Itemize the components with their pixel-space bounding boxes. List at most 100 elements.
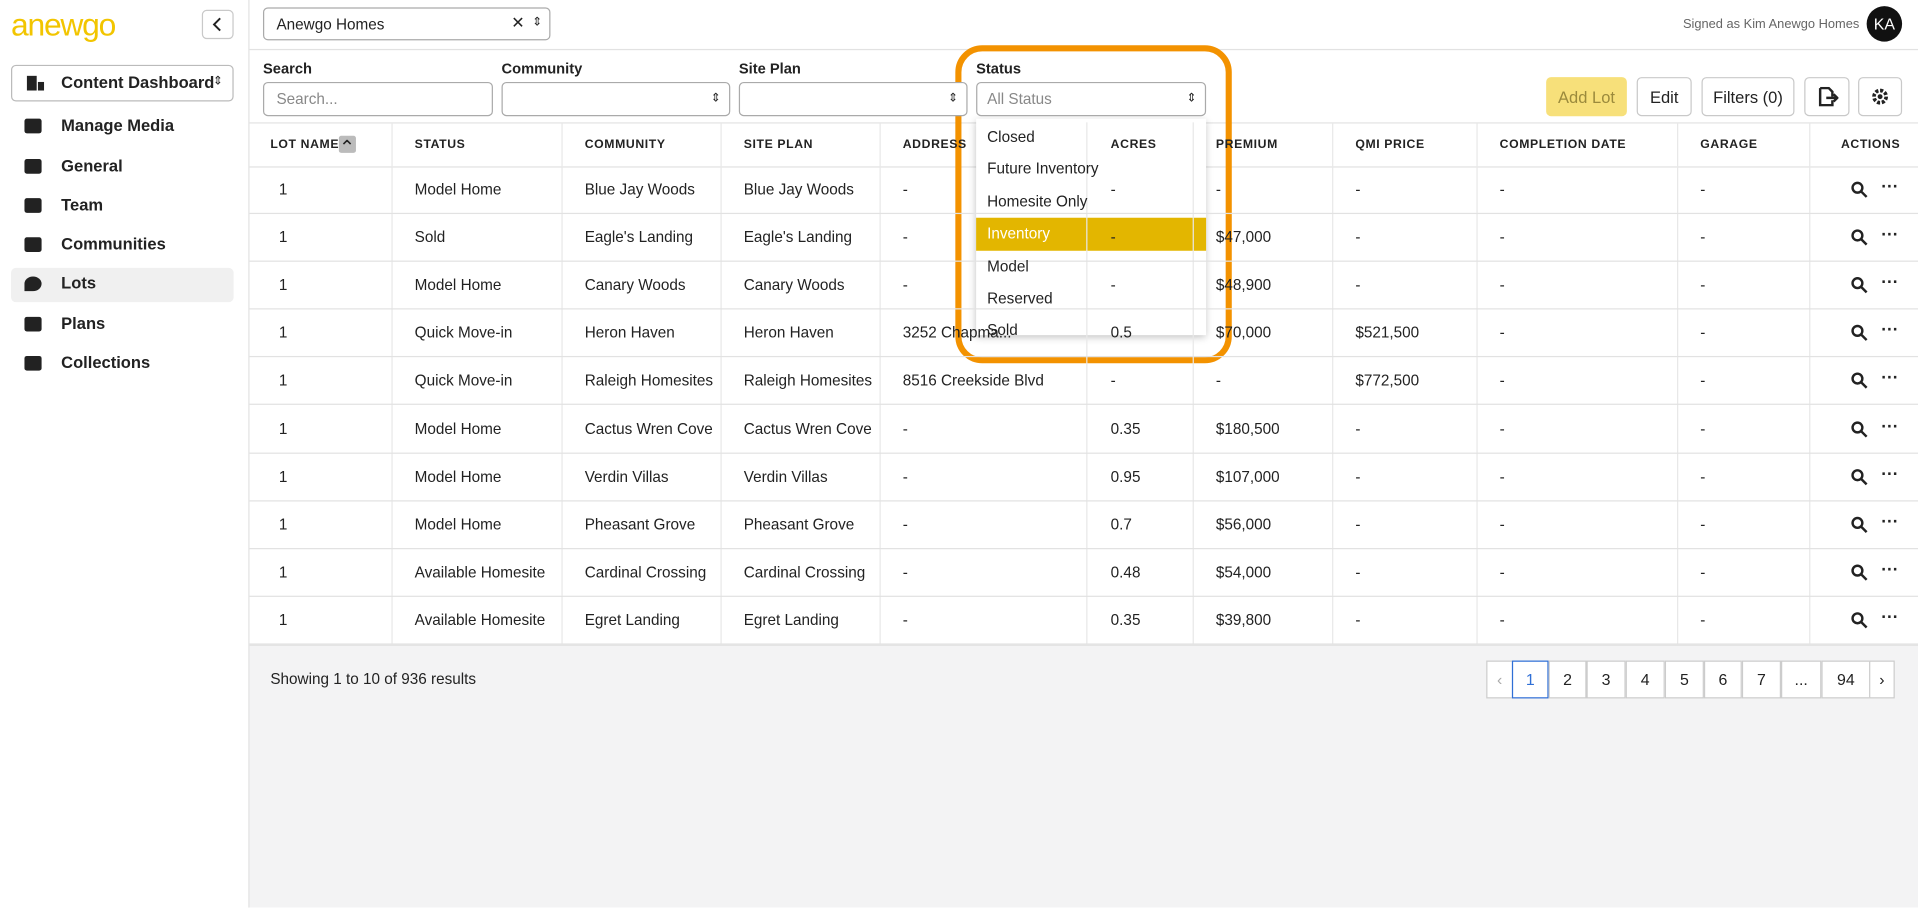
page-button[interactable]: 3 <box>1586 660 1626 699</box>
filter-input[interactable] <box>738 81 968 117</box>
cell: - <box>1355 276 1361 294</box>
button[interactable]: Add Lot <box>1546 77 1627 117</box>
cell: 1 <box>278 563 288 581</box>
sort-button[interactable]: ⌃ <box>338 135 356 159</box>
cell: - <box>1499 611 1505 629</box>
cell: - <box>1355 611 1361 629</box>
dashboard-select[interactable] <box>11 64 234 102</box>
cell: 1 <box>278 372 288 390</box>
view-action[interactable] <box>1851 468 1868 485</box>
more-action[interactable]: ··· <box>1881 558 1899 579</box>
cell: - <box>1700 324 1706 342</box>
status-option[interactable]: Model <box>987 257 1029 275</box>
search-icon <box>1851 468 1868 485</box>
cell: - <box>1355 181 1361 199</box>
collapse-button[interactable] <box>201 9 234 40</box>
cell: - <box>1355 467 1361 486</box>
page-button[interactable]: 4 <box>1625 660 1665 699</box>
view-action[interactable] <box>1851 564 1868 581</box>
view-action[interactable] <box>1851 516 1868 533</box>
export-button[interactable] <box>1804 77 1850 117</box>
cell: - <box>1355 515 1361 533</box>
cell: - <box>1499 563 1505 581</box>
page-button[interactable]: 7 <box>1741 660 1782 699</box>
column-header: SITE PLAN <box>743 138 814 152</box>
more-action[interactable]: ··· <box>1881 367 1899 388</box>
page-button[interactable]: 5 <box>1664 660 1704 699</box>
cell: Cactus Wren Cove <box>743 420 872 438</box>
more-action[interactable]: ··· <box>1881 463 1899 483</box>
cell: - <box>1110 372 1116 390</box>
nav-item[interactable]: Lots <box>61 274 97 293</box>
settings-button[interactable] <box>1858 77 1903 117</box>
cell: - <box>1700 372 1706 390</box>
nav-item[interactable]: Communities <box>61 234 166 254</box>
status-option[interactable]: Sold <box>987 322 1018 340</box>
next-page[interactable]: › <box>1869 660 1895 699</box>
view-action[interactable] <box>1851 420 1868 437</box>
more-action[interactable]: ··· <box>1881 319 1899 340</box>
more-action[interactable]: ··· <box>1881 176 1899 196</box>
view-action[interactable] <box>1851 181 1868 198</box>
view-action[interactable] <box>1851 372 1868 390</box>
select-clear[interactable]: ✕ <box>511 13 525 32</box>
column-header: COMMUNITY <box>584 138 666 152</box>
results-summary: Showing 1 to 10 of 936 results <box>270 670 477 688</box>
cell: - <box>1700 611 1706 629</box>
page-button[interactable]: 94 <box>1821 660 1871 699</box>
view-action[interactable] <box>1851 325 1868 342</box>
cell: 1 <box>278 181 288 199</box>
cell: Cactus Wren Cove <box>584 420 713 438</box>
more-action[interactable]: ··· <box>1881 510 1899 531</box>
page-button[interactable]: 6 <box>1703 660 1742 699</box>
filter-input[interactable] <box>501 81 731 117</box>
status-option[interactable]: Inventory <box>987 225 1051 243</box>
highlight-selected <box>976 217 1207 251</box>
column-border <box>1677 122 1679 645</box>
nav-icon <box>24 237 42 252</box>
cell: $39,800 <box>1215 611 1272 629</box>
more-action[interactable]: ··· <box>1881 606 1899 627</box>
nav-item[interactable]: General <box>61 156 123 175</box>
prev-page[interactable]: ‹ <box>1486 660 1514 699</box>
cell: - <box>1215 372 1221 390</box>
page-button[interactable]: ... <box>1781 660 1822 699</box>
nav-item[interactable]: Plans <box>61 314 106 333</box>
page-button[interactable]: 1 <box>1511 660 1549 699</box>
view-action[interactable] <box>1851 277 1868 294</box>
column-header: GARAGE <box>1700 138 1758 152</box>
filter-label: Site Plan <box>738 59 801 78</box>
status-placeholder: All Status <box>987 90 1052 108</box>
nav-item[interactable]: Manage Media <box>61 116 175 135</box>
search-icon <box>1851 277 1868 294</box>
view-action[interactable] <box>1851 229 1868 246</box>
nav-item[interactable]: Collections <box>61 353 151 372</box>
button[interactable]: Filters (0) <box>1701 77 1795 117</box>
more-action[interactable]: ··· <box>1881 271 1899 292</box>
status-option[interactable]: Reserved <box>987 289 1053 308</box>
status-option[interactable]: Future Inventory <box>987 160 1099 178</box>
status-option[interactable]: Homesite Only <box>987 193 1088 211</box>
view-action[interactable] <box>1851 611 1868 629</box>
more-action[interactable]: ··· <box>1881 223 1899 244</box>
nav-item[interactable]: Team <box>61 195 104 215</box>
page-button[interactable]: 2 <box>1548 660 1587 699</box>
cell: 0.35 <box>1110 420 1141 438</box>
filter-input[interactable] <box>976 81 1207 117</box>
select-arrows: ⇕ <box>1186 91 1197 106</box>
filter-input[interactable] <box>262 81 493 117</box>
column-border <box>1332 122 1334 645</box>
button[interactable]: Edit <box>1636 77 1692 117</box>
cell: - <box>1700 228 1706 246</box>
logo: anewgo <box>11 6 116 43</box>
chevron-icon <box>212 17 221 32</box>
cell: Model Home <box>414 181 502 199</box>
company-select[interactable] <box>262 7 551 41</box>
avatar[interactable]: KA <box>1866 6 1903 42</box>
cell: - <box>1700 467 1706 486</box>
status-option[interactable]: Closed <box>987 128 1035 146</box>
focus-highlight <box>955 45 1232 364</box>
cell: Blue Jay Woods <box>584 181 695 199</box>
cell: 0.48 <box>1110 563 1141 581</box>
more-action[interactable]: ··· <box>1881 415 1899 435</box>
